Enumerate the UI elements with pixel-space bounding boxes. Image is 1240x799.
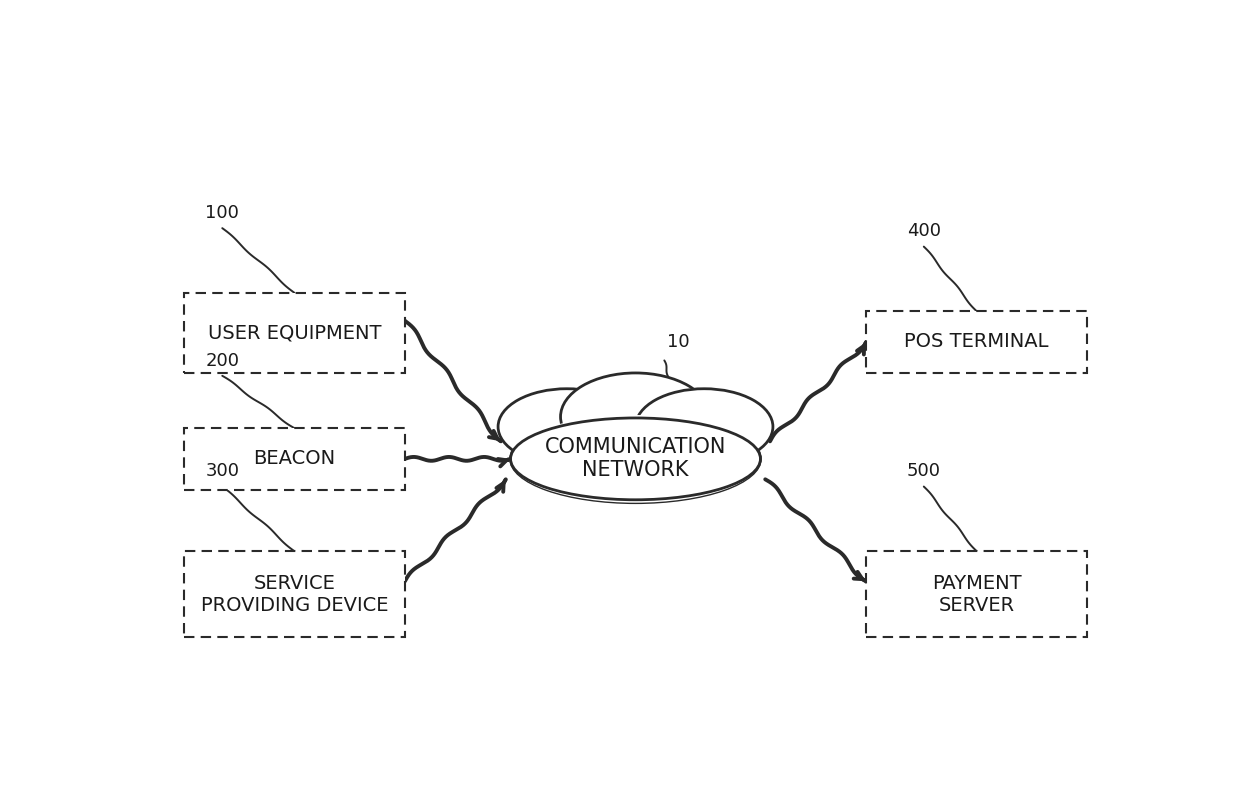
Text: 200: 200 [206, 352, 239, 370]
Text: 10: 10 [667, 333, 689, 352]
Ellipse shape [511, 415, 760, 503]
Text: 500: 500 [906, 463, 941, 480]
Text: SERVICE
PROVIDING DEVICE: SERVICE PROVIDING DEVICE [201, 574, 388, 614]
Ellipse shape [511, 415, 760, 503]
Text: COMMUNICATION
NETWORK: COMMUNICATION NETWORK [544, 437, 727, 480]
Text: PAYMENT
SERVER: PAYMENT SERVER [931, 574, 1022, 614]
Ellipse shape [560, 373, 711, 460]
Text: 100: 100 [206, 204, 239, 222]
Ellipse shape [498, 389, 635, 465]
Text: USER EQUIPMENT: USER EQUIPMENT [207, 324, 381, 342]
Text: 400: 400 [906, 222, 941, 240]
Ellipse shape [635, 389, 773, 465]
Text: BEACON: BEACON [253, 449, 335, 468]
FancyBboxPatch shape [184, 292, 404, 372]
FancyBboxPatch shape [866, 551, 1087, 638]
Text: POS TERMINAL: POS TERMINAL [904, 332, 1049, 352]
FancyBboxPatch shape [184, 428, 404, 490]
Text: 300: 300 [206, 463, 239, 480]
FancyBboxPatch shape [866, 311, 1087, 372]
FancyBboxPatch shape [184, 551, 404, 638]
